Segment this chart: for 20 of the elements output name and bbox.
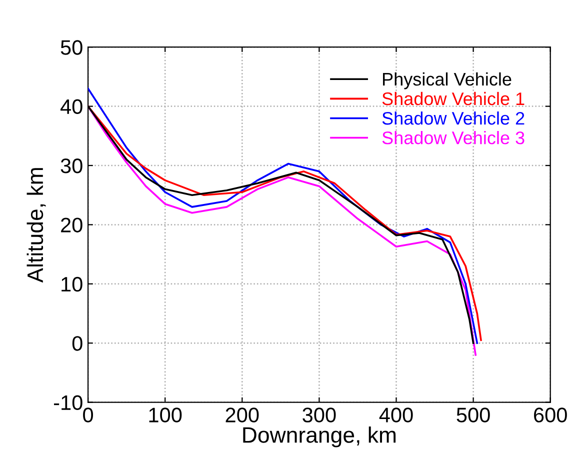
x-tick-label: 500 (456, 408, 490, 422)
x-axis-title: Downrange, km (243, 426, 396, 448)
legend-label: Shadow Vehicle 1 (382, 92, 524, 106)
y-tick-label: -10 (54, 395, 82, 410)
legend-label: Shadow Vehicle 2 (382, 111, 524, 125)
y-tick-label: 50 (60, 40, 82, 55)
y-tick-label: 20 (61, 218, 82, 232)
x-tick-label: 0 (83, 408, 94, 422)
y-axis-title: Altitude, km (26, 168, 46, 283)
y-tick-label: 0 (72, 336, 82, 351)
legend-label: Physical Vehicle (383, 72, 512, 90)
x-tick-label: 200 (226, 408, 259, 422)
x-tick-label: 600 (534, 408, 567, 422)
y-tick-label: 40 (60, 99, 82, 114)
x-tick-label: 300 (302, 408, 336, 422)
y-tick-label: 10 (62, 276, 82, 292)
x-tick-label: 100 (149, 408, 182, 422)
legend-label: Shadow Vehicle 3 (382, 131, 524, 144)
y-tick-label: 30 (60, 158, 82, 174)
x-tick-label: 400 (379, 408, 413, 422)
